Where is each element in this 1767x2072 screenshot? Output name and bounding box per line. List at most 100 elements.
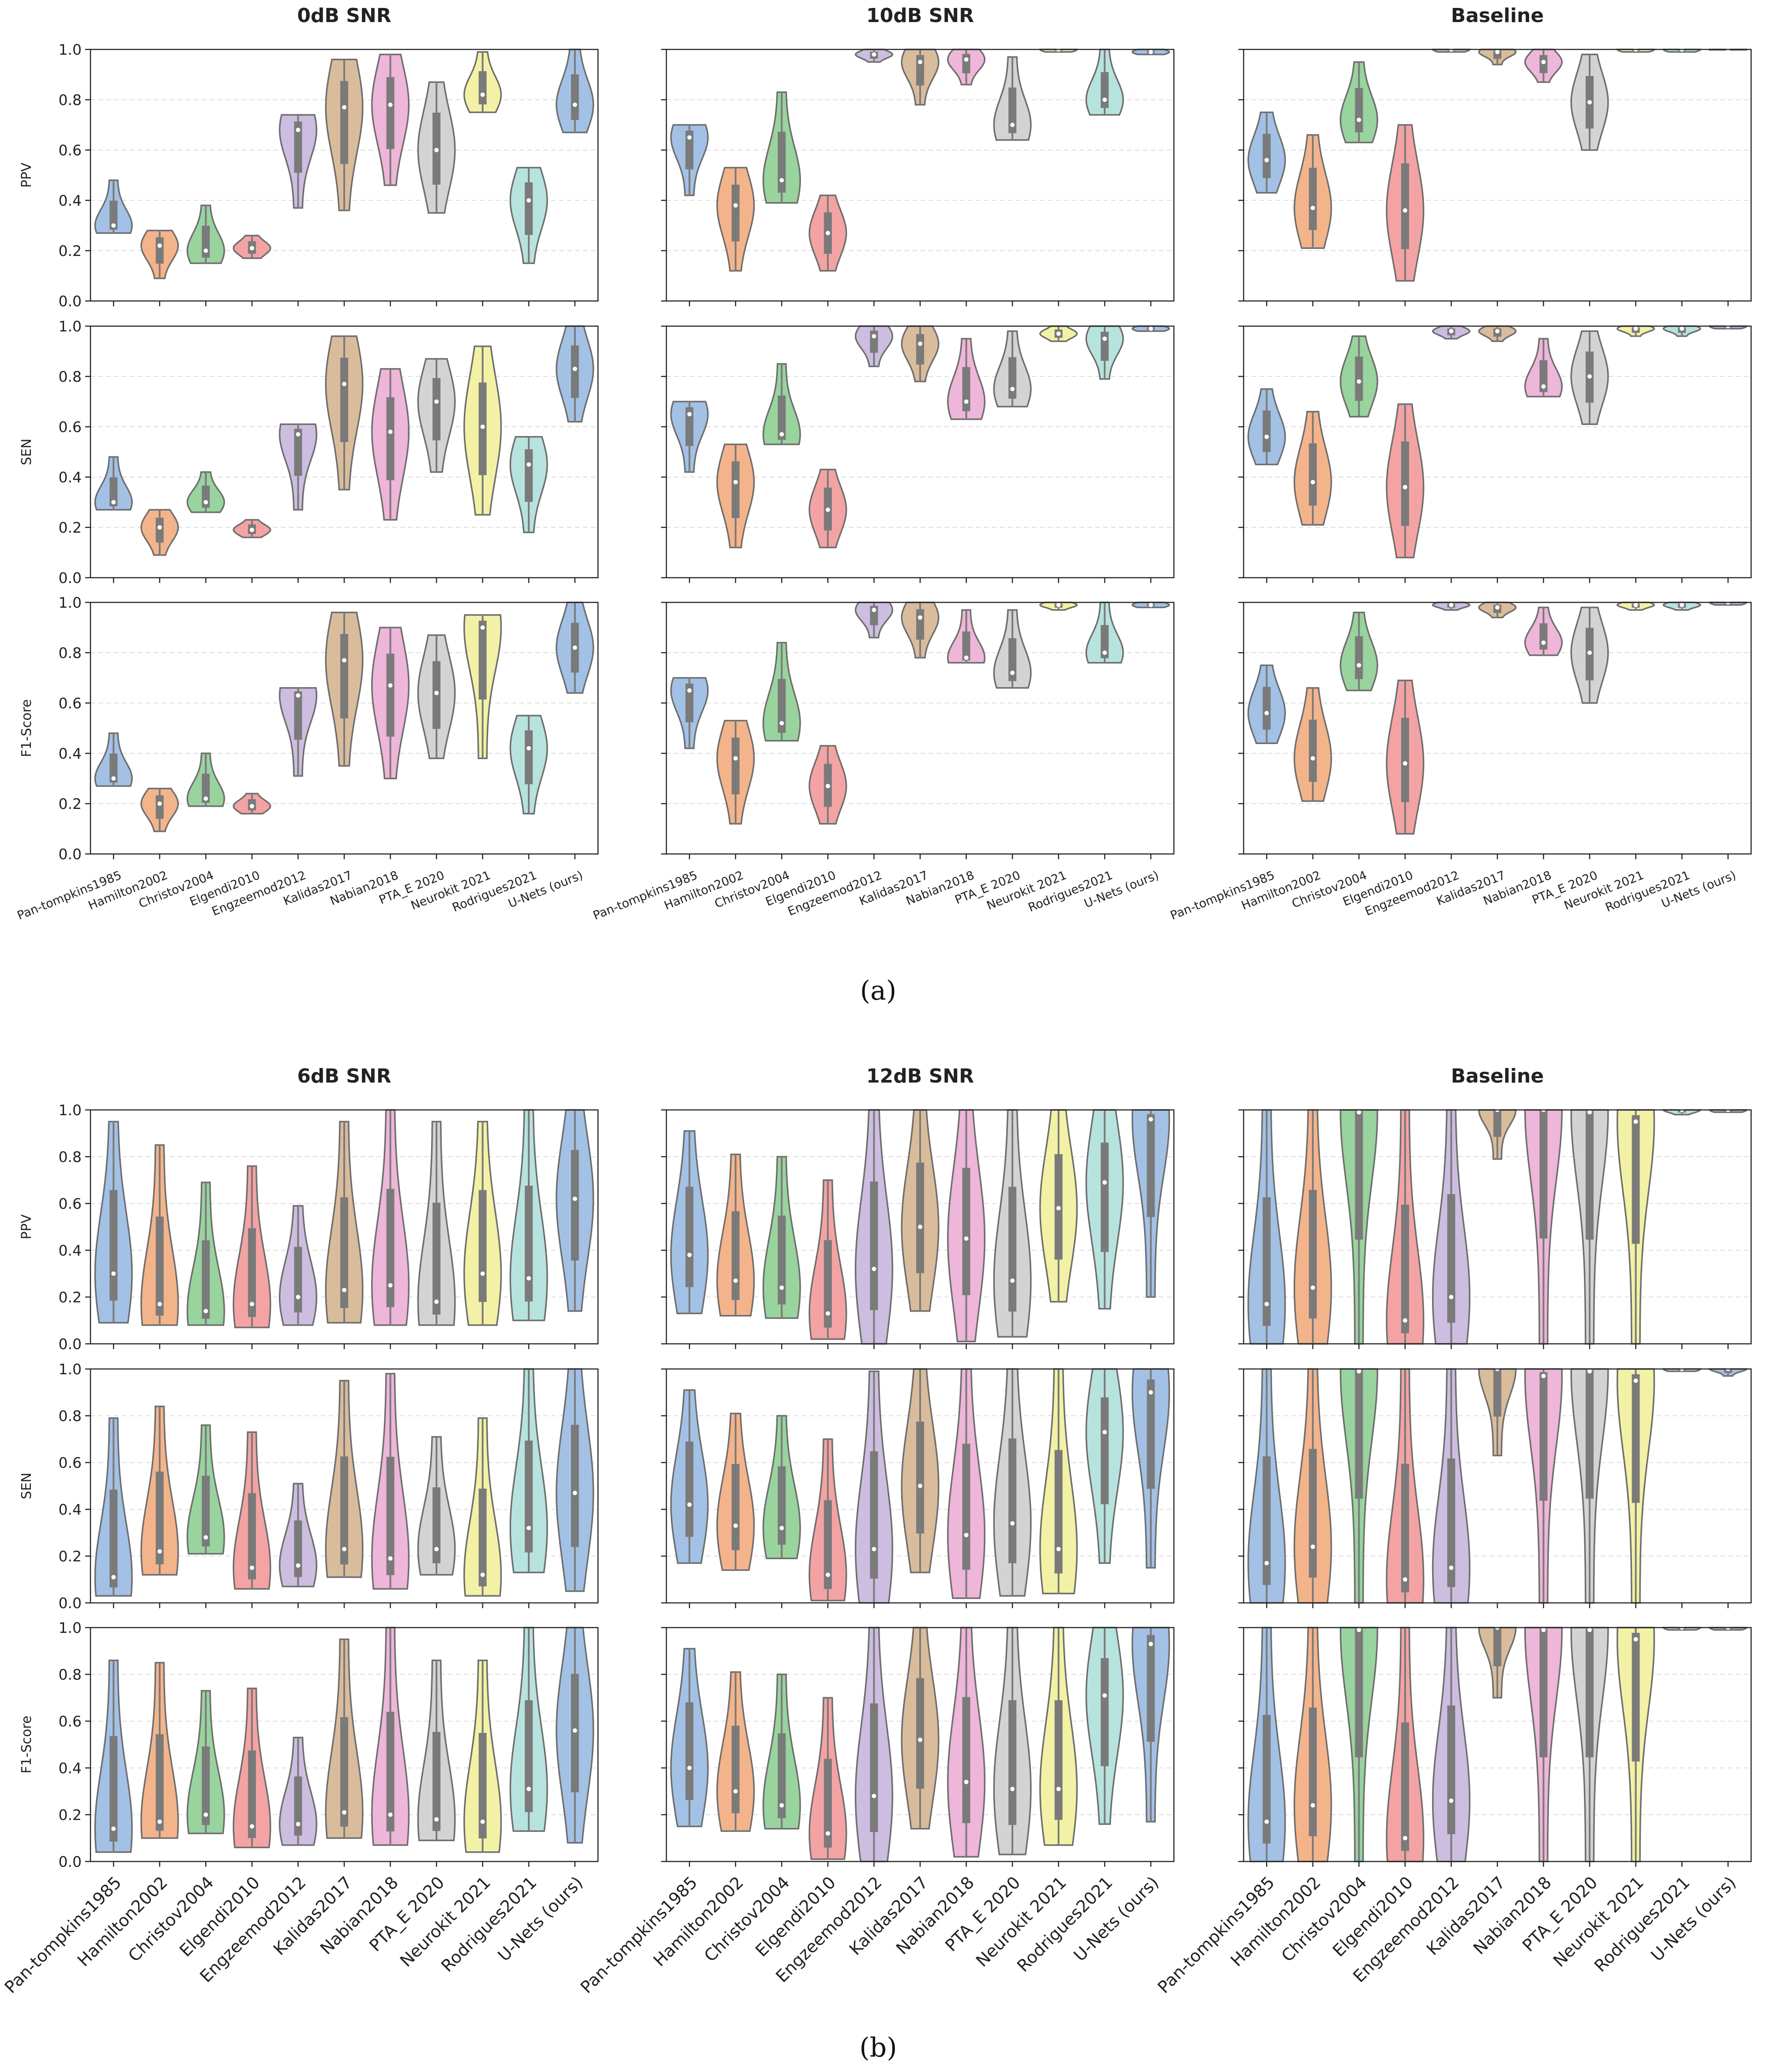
- median-pta-e-2020: [1010, 1278, 1015, 1283]
- median-nabian2018: [388, 429, 393, 434]
- median-christov2004: [203, 1813, 208, 1817]
- median-elgendi2010: [249, 1824, 254, 1829]
- median-engzeemod2012: [872, 1794, 876, 1798]
- median-rodrigues2021: [1102, 336, 1107, 341]
- median-kalidas2017: [342, 1288, 346, 1293]
- y-tick-label: 0.4: [59, 1242, 82, 1259]
- y-tick-label: 0.6: [59, 695, 82, 712]
- median-hamilton2002: [1310, 1544, 1315, 1549]
- median-elgendi2010: [249, 527, 254, 532]
- y-axis-label-sen: SEN: [19, 1473, 34, 1499]
- median-christov2004: [779, 178, 784, 183]
- subplot-baseline-f1-score: Pan-tompkins1985Hamilton2002Christov2004…: [1169, 600, 1752, 923]
- subplot-baseline-sen: [1238, 324, 1752, 583]
- median-rodrigues2021: [1102, 1693, 1107, 1698]
- median-nabian2018: [1541, 1373, 1546, 1378]
- median-pan-tompkins1985: [1264, 1301, 1269, 1306]
- y-tick-label: 0.6: [59, 1195, 82, 1212]
- subplot-6db-snr-f1-score: 0.00.20.40.60.81.0F1-ScorePan-tompkins19…: [1, 1619, 599, 1997]
- median-christov2004: [779, 1526, 784, 1530]
- median-pan-tompkins1985: [111, 776, 116, 781]
- median-christov2004: [203, 248, 208, 253]
- median-elgendi2010: [249, 246, 254, 251]
- subplot-0db-snr-ppv: 0.0 0.2 0.4 0.6 0.8 1.0 PPV: [19, 41, 599, 310]
- median-kalidas2017: [918, 1737, 922, 1742]
- median-christov2004: [779, 432, 784, 437]
- median-hamilton2002: [157, 525, 162, 530]
- median-hamilton2002: [733, 1523, 738, 1528]
- x-tick-label-u-nets-ours: U-Nets (ours): [494, 1873, 586, 1965]
- median-kalidas2017: [918, 341, 922, 346]
- median-elgendi2010: [1402, 1577, 1407, 1582]
- median-hamilton2002: [157, 1549, 162, 1554]
- median-hamilton2002: [157, 243, 162, 248]
- median-kalidas2017: [342, 1547, 346, 1552]
- median-rodrigues2021: [1102, 1430, 1107, 1435]
- median-pta-e-2020: [434, 1299, 439, 1304]
- median-u-nets-ours: [1148, 1642, 1153, 1647]
- y-tick-label: 1.0: [59, 1361, 82, 1378]
- median-elgendi2010: [1402, 761, 1407, 766]
- median-kalidas2017: [918, 615, 922, 620]
- median-hamilton2002: [733, 203, 738, 208]
- y-tick-label: 1.0: [59, 594, 82, 611]
- subplot-baseline-ppv: [1238, 1108, 1752, 1349]
- y-tick-label: 0.8: [59, 368, 82, 385]
- subplot-10db-snr-f1-score: Pan-tompkins1985Hamilton2002Christov2004…: [591, 602, 1175, 923]
- median-pta-e-2020: [1010, 387, 1015, 391]
- x-tick-label-u-nets-ours: U-Nets (ours): [1647, 1873, 1740, 1965]
- median-kalidas2017: [1495, 329, 1500, 334]
- median-nabian2018: [964, 1236, 969, 1241]
- median-nabian2018: [388, 102, 393, 107]
- median-nabian2018: [1541, 640, 1546, 645]
- median-christov2004: [203, 796, 208, 801]
- median-engzeemod2012: [296, 432, 301, 437]
- median-pta-e-2020: [1587, 374, 1592, 379]
- median-pta-e-2020: [434, 399, 439, 404]
- median-engzeemod2012: [1449, 1798, 1454, 1803]
- median-pta-e-2020: [1587, 1628, 1592, 1632]
- median-rodrigues2021: [1102, 651, 1107, 655]
- median-kalidas2017: [1495, 605, 1500, 610]
- median-hamilton2002: [733, 756, 738, 761]
- median-elgendi2010: [825, 508, 830, 512]
- median-elgendi2010: [1402, 485, 1407, 489]
- subplot-0db-snr-sen: 0.0 0.2 0.4 0.6 0.8 1.0 SEN: [19, 318, 599, 587]
- subplot-baseline-f1-score: Pan-tompkins1985Hamilton2002Christov2004…: [1154, 1625, 1752, 1997]
- median-engzeemod2012: [1449, 1565, 1454, 1570]
- subplot-0db-snr-f1-score: 0.00.20.40.60.81.0F1-ScorePan-tompkins19…: [15, 594, 599, 923]
- y-tick-label: 0.4: [59, 1760, 82, 1777]
- median-u-nets-ours: [572, 1196, 577, 1201]
- median-nabian2018: [1541, 384, 1546, 389]
- median-u-nets-ours: [1148, 326, 1153, 331]
- y-tick-label: 0.6: [59, 418, 82, 436]
- y-tick-label: 0.0: [59, 846, 82, 863]
- y-tick-label: 0.8: [59, 91, 82, 109]
- median-pta-e-2020: [434, 148, 439, 152]
- y-tick-label: 0.2: [59, 1289, 82, 1306]
- median-engzeemod2012: [872, 1547, 876, 1552]
- median-kalidas2017: [918, 60, 922, 64]
- median-pan-tompkins1985: [111, 1826, 116, 1831]
- x-tick-label-u-nets-ours: U-Nets (ours): [1070, 1873, 1162, 1965]
- y-tick-label: 0.8: [59, 1148, 82, 1166]
- median-rodrigues2021: [526, 1526, 531, 1530]
- median-nabian2018: [388, 1283, 393, 1288]
- median-engzeemod2012: [872, 608, 876, 613]
- median-pan-tompkins1985: [1264, 158, 1269, 162]
- subplot-12db-snr-f1-score: Pan-tompkins1985Hamilton2002Christov2004…: [577, 1627, 1175, 1997]
- median-neurokit-2021: [1056, 1547, 1061, 1552]
- y-axis-label-sen: SEN: [19, 439, 34, 465]
- median-neurokit-2021: [480, 1819, 485, 1824]
- median-neurokit-2021: [480, 625, 485, 630]
- median-pan-tompkins1985: [1264, 1561, 1269, 1565]
- median-kalidas2017: [918, 1484, 922, 1488]
- median-christov2004: [1357, 117, 1361, 122]
- median-christov2004: [1357, 663, 1361, 668]
- median-kalidas2017: [918, 1225, 922, 1229]
- median-rodrigues2021: [526, 1786, 531, 1791]
- subplot-12db-snr-ppv: [661, 1109, 1175, 1349]
- median-christov2004: [1357, 1628, 1361, 1632]
- y-axis-label-ppv: PPV: [19, 1214, 34, 1239]
- median-u-nets-ours: [572, 1728, 577, 1733]
